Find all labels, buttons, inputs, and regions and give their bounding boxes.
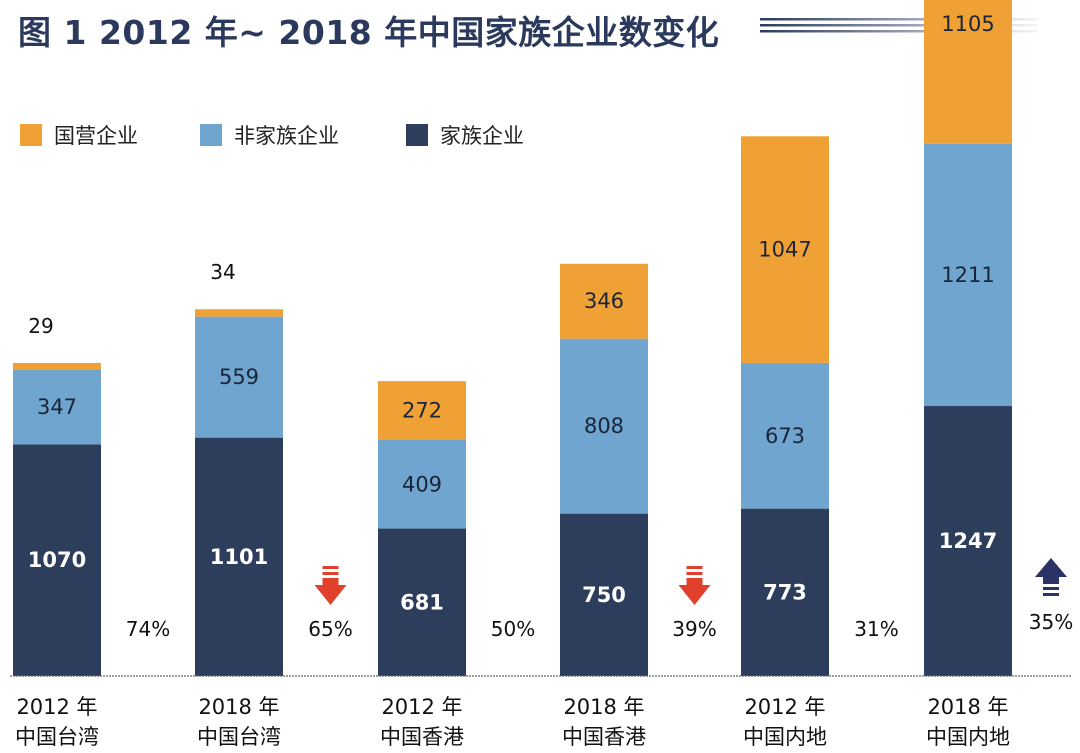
bar-nonfamily-2 — [378, 440, 466, 529]
down-arrow-icon — [314, 566, 347, 605]
data-label-nonfamily-1: 559 — [219, 365, 259, 389]
change-label-2: 50% — [491, 617, 535, 641]
data-label-nonfamily-3: 808 — [584, 414, 624, 438]
data-label-nonfamily-5: 1211 — [941, 263, 994, 287]
x-tick-label-3-1: 中国香港 — [562, 725, 646, 749]
change-label-5: 35% — [1029, 610, 1073, 634]
x-tick-label-1-0: 2018 年 — [198, 695, 279, 719]
data-label-state-1: 34 — [210, 260, 235, 284]
data-label-state-2: 272 — [402, 399, 442, 423]
data-label-nonfamily-0: 347 — [37, 395, 77, 419]
x-tick-label-5-0: 2018 年 — [927, 695, 1008, 719]
x-tick-label-2-0: 2012 年 — [381, 695, 462, 719]
x-tick-label-5-1: 中国内地 — [926, 725, 1010, 749]
title-decoration — [760, 18, 1038, 33]
bar-family-4 — [741, 508, 829, 676]
bar-family-1 — [195, 437, 283, 676]
x-tick-label-0-0: 2012 年 — [16, 695, 97, 719]
x-tick-label-1-1: 中国台湾 — [197, 725, 281, 749]
change-label-4: 31% — [854, 617, 898, 641]
change-label-1: 65% — [308, 617, 352, 641]
legend-label-nonfamily: 非家族企业 — [234, 124, 339, 148]
down-arrow-icon — [678, 566, 711, 605]
bar-nonfamily-0 — [13, 369, 101, 445]
bars-group: 1070 347 29 1101 559 34 681 409 272 750 808 346 773 6… — [13, 0, 1012, 676]
x-tick-label-2-1: 中国香港 — [380, 725, 464, 749]
bar-family-2 — [378, 528, 466, 676]
legend-swatch-nonfamily — [200, 124, 222, 146]
bar-family-3 — [560, 513, 648, 676]
change-markers: 74% 65% 50% 39% 31% 35% — [126, 558, 1073, 641]
chart-title: 图 1 2012 年~ 2018 年中国家族企业数变化 — [18, 13, 720, 52]
data-label-family-0: 1070 — [28, 548, 86, 572]
legend-label-state: 国营企业 — [54, 124, 138, 148]
x-tick-label-0-1: 中国台湾 — [15, 725, 99, 749]
bar-nonfamily-4 — [741, 362, 829, 509]
data-label-state-3: 346 — [584, 289, 624, 313]
legend-label-family: 家族企业 — [440, 124, 524, 148]
data-label-family-5: 1247 — [939, 529, 997, 553]
data-label-nonfamily-2: 409 — [402, 472, 442, 496]
data-label-family-2: 681 — [400, 590, 444, 614]
change-label-0: 74% — [126, 617, 170, 641]
data-label-state-0: 29 — [28, 314, 53, 338]
bar-family-5 — [924, 406, 1012, 676]
bar-state-4 — [741, 136, 829, 363]
bar-state-2 — [378, 381, 466, 441]
data-label-family-1: 1101 — [210, 545, 268, 569]
bar-nonfamily-1 — [195, 316, 283, 438]
bar-state-1 — [195, 309, 283, 317]
bar-nonfamily-3 — [560, 338, 648, 514]
data-label-family-3: 750 — [582, 583, 626, 607]
bar-state-0 — [13, 362, 101, 370]
data-label-state-4: 1047 — [758, 238, 811, 262]
x-tick-label-4-1: 中国内地 — [743, 725, 827, 749]
bar-nonfamily-5 — [924, 143, 1012, 407]
data-label-family-4: 773 — [763, 580, 807, 604]
data-label-nonfamily-4: 673 — [765, 424, 805, 448]
bar-state-3 — [560, 263, 648, 339]
legend-swatch-family — [406, 124, 428, 146]
change-label-3: 39% — [672, 617, 716, 641]
bar-family-0 — [13, 444, 101, 676]
bar-state-5 — [924, 0, 1012, 144]
x-tick-label-4-0: 2012 年 — [744, 695, 825, 719]
legend: 国营企业 非家族企业 家族企业 — [20, 124, 524, 148]
x-tick-label-3-0: 2018 年 — [563, 695, 644, 719]
data-label-state-5: 1105 — [941, 12, 994, 36]
up-arrow-icon — [1035, 558, 1067, 596]
legend-swatch-state — [20, 124, 42, 146]
